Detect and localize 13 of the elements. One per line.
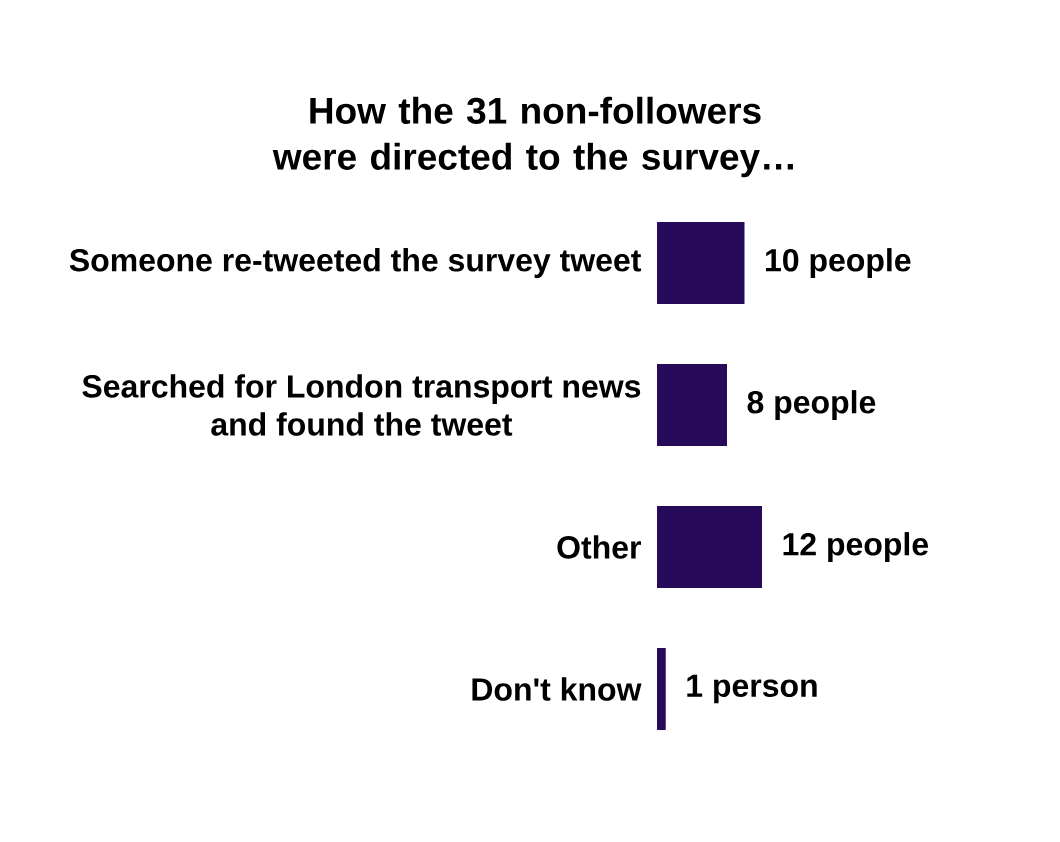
y-tick-label: Searched for London transport news and found the tweet — [82, 374, 641, 436]
chart-title: How the 31 non-followers were directed to the survey… — [272, 96, 793, 178]
bar — [657, 221, 745, 304]
data-label: 8 people — [747, 390, 876, 420]
data-label: 12 people — [783, 532, 929, 562]
y-tick-label: Someone re-tweeted the survey tweet — [69, 248, 642, 278]
y-tick-label: Don't know — [472, 677, 642, 701]
data-label: 1 person — [687, 674, 817, 704]
bar — [657, 647, 666, 730]
data-label: 10 people — [766, 248, 911, 278]
y-tick-label: Other — [557, 535, 641, 559]
bar — [657, 505, 762, 588]
bar — [657, 363, 727, 446]
